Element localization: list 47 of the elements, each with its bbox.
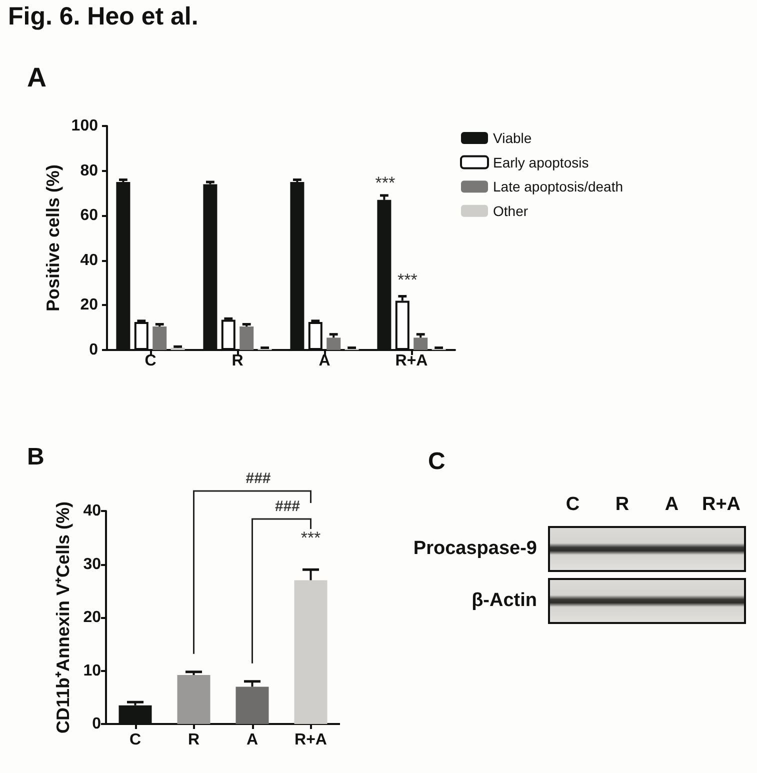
category-label: C [564,494,581,516]
bar [177,675,210,724]
y-tick-label: 20 [83,609,102,626]
y-tick-label: 0 [89,342,98,358]
annotation: *** [375,174,396,192]
y-tick-label: 10 [83,662,102,680]
bar [152,326,167,350]
y-tick-label: 60 [80,207,98,224]
caption: Fig. 6. Heo et al. [8,2,198,30]
text: C [428,448,446,476]
text: ### [246,470,272,487]
x-tick-label: R+A [395,352,428,370]
x-tick-label: A [318,352,331,370]
x-tick-label: C [129,732,142,748]
y-tick-label: 0 [92,716,102,732]
x-tick-label: R [232,352,244,370]
x-tick-label: C [144,352,157,370]
x-tick-label: A [246,732,258,748]
annotation: *** [300,528,322,548]
bar [236,686,269,724]
y-tick-label: 40 [83,502,102,520]
y-tick-label: 20 [80,296,98,314]
y-tick-label: 40 [80,252,98,269]
bar [294,580,328,724]
chart-title: B [27,444,44,470]
x-tick-label: R [188,732,200,748]
bar [240,326,254,350]
bar [326,338,341,350]
legend-label: Early apoptosis [493,154,589,170]
x-tick-label: R+A [294,732,328,748]
category-label: A [664,494,680,516]
annotation: *** [397,270,418,290]
y-tick-label: 30 [83,556,102,573]
y-axis-title: Positive cells (%) [43,164,63,312]
annotation: ### [274,498,301,515]
legend-label: Other [493,202,528,219]
y-tick-label: 100 [71,118,98,134]
legend-label: Late apoptosis/death [493,178,623,195]
legend-label: Viable [493,130,532,146]
category-label: β-Actin [472,590,537,611]
bar [414,338,428,350]
y-tick-label: 80 [80,162,98,180]
category-label: R+A [700,494,742,516]
chart-title: A [27,62,46,92]
y-axis-title: CD11b⁺Annexin V⁺Cells (%) [53,501,73,734]
category-label: Procaspase-9 [413,538,537,559]
category-label: R [614,494,630,516]
